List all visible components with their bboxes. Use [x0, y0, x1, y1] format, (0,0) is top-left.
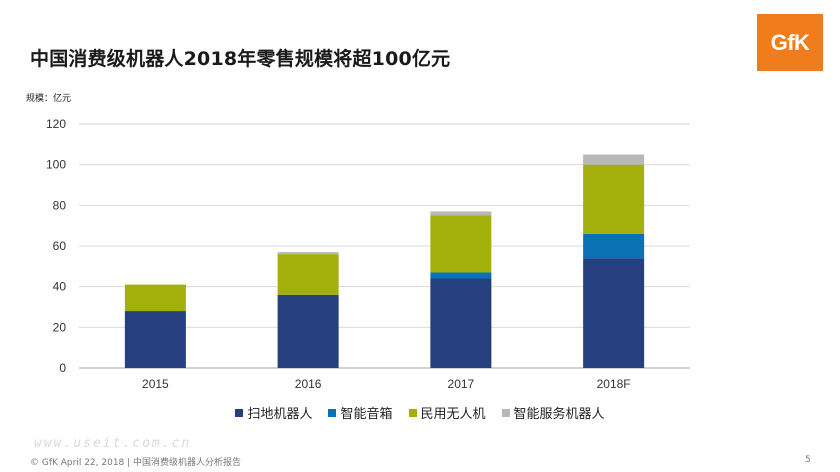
y-tick-label: 80: [53, 198, 67, 212]
legend-label: 智能服务机器人: [513, 407, 605, 422]
y-axis-unit-label: 规模：亿元: [26, 94, 72, 104]
legend-label: 智能音箱: [340, 407, 393, 422]
bar-segment-2: [430, 272, 492, 279]
x-tick-label: 2018F: [597, 377, 631, 391]
y-tick-label: 0: [59, 361, 66, 375]
x-tick-label: 2016: [295, 377, 322, 391]
bar-segment-1: [124, 311, 186, 368]
bar-segment-3: [583, 164, 645, 234]
legend-item: 民用无人机: [408, 403, 486, 422]
y-tick-label: 20: [53, 320, 67, 334]
bar-segment-3: [124, 284, 186, 312]
page-number: 5: [805, 455, 811, 465]
bar-segment-2: [583, 233, 645, 259]
y-tick-label: 100: [46, 158, 66, 172]
bar-segment-1: [583, 258, 645, 368]
chart-legend: 扫地机器人 智能音箱 民用无人机 智能服务机器人: [0, 403, 840, 422]
footer-text: © GfK April 22, 2018 | 中国消费级机器人分析报告: [30, 458, 242, 468]
bar-segment-4: [583, 154, 645, 165]
bar-segment-3: [430, 215, 492, 273]
x-tick-label: 2015: [142, 377, 169, 391]
legend-label: 扫地机器人: [247, 407, 313, 422]
y-tick-label: 60: [53, 239, 67, 253]
watermark: www.useit.com.cn: [34, 436, 192, 451]
legend-label: 民用无人机: [420, 407, 486, 422]
bar-segment-1: [430, 278, 492, 368]
legend-swatch: [501, 408, 510, 417]
bar-segment-4: [277, 252, 339, 255]
bar-segment-3: [277, 254, 339, 295]
legend-item: 扫地机器人: [235, 403, 312, 422]
bar-segment-1: [277, 294, 339, 368]
x-tick-label: 2017: [448, 377, 475, 391]
legend-item: 智能服务机器人: [501, 403, 605, 422]
legend-item: 智能音箱: [328, 403, 393, 422]
legend-swatch: [328, 408, 337, 417]
y-tick-label: 40: [53, 280, 67, 294]
y-tick-label: 120: [46, 117, 66, 131]
gfk-logo: GfK: [757, 14, 823, 71]
page-title: 中国消费级机器人2018年零售规模将超100亿元: [30, 48, 451, 70]
bar-segment-4: [430, 211, 492, 216]
legend-swatch: [408, 408, 417, 417]
legend-swatch: [235, 408, 244, 417]
